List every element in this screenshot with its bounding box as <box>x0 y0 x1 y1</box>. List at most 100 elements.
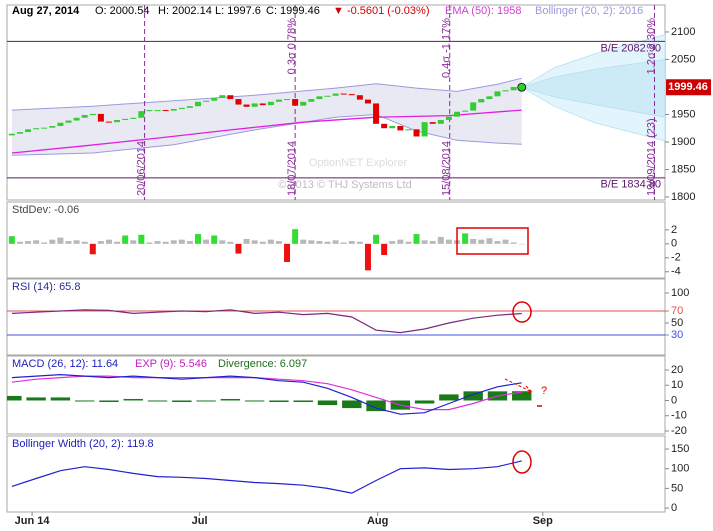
candle <box>453 111 460 117</box>
stddev-bar <box>227 241 234 244</box>
candle <box>211 97 218 101</box>
highlight-box <box>456 227 529 255</box>
candle <box>73 117 80 121</box>
y-tick-label: 0 <box>671 502 677 514</box>
break-even-label: B/E 2082.90 <box>600 42 661 54</box>
x-tick-label: Aug <box>367 515 388 527</box>
candle <box>340 93 347 95</box>
divergence-bar <box>147 400 168 402</box>
highlight-circle <box>512 301 532 323</box>
candle <box>275 99 282 102</box>
x-tick-label: Jun 14 <box>15 515 51 527</box>
projection-cone <box>520 59 665 118</box>
candle <box>122 118 129 120</box>
candle <box>178 107 185 109</box>
stddev-bar <box>162 241 169 244</box>
panel: MACD (26, 12): 11.64 EXP (9): 5.546 Diverg… <box>7 358 532 415</box>
candle <box>235 99 242 105</box>
last-price-box <box>666 79 711 96</box>
panel-title: RSI (14): 65.8 <box>12 281 80 293</box>
stddev-bar <box>478 239 485 244</box>
candle <box>292 99 299 106</box>
panel-title: Bollinger Width (20, 2): 119.8 <box>12 438 154 450</box>
x-tick-label: Jul <box>192 515 208 527</box>
divergence-bar <box>244 400 265 402</box>
candle <box>186 106 193 108</box>
y-tick-label: 2 <box>671 224 677 236</box>
stddev-bar <box>186 241 193 244</box>
divergence-bar <box>269 400 289 403</box>
candle <box>146 110 153 112</box>
candle <box>267 101 274 106</box>
candle <box>227 95 234 100</box>
divergence-bar <box>293 400 313 403</box>
signal-line <box>11 375 522 411</box>
stddev-bar <box>33 240 40 244</box>
candle <box>195 101 202 107</box>
candle <box>356 95 363 100</box>
divergence-bar <box>463 391 483 401</box>
stddev-bar <box>154 241 161 244</box>
stddev-bar <box>494 241 501 244</box>
stddev-bar <box>65 241 72 244</box>
stddev-bar <box>316 241 323 244</box>
candle <box>373 103 380 124</box>
y-tick-label: 1850 <box>671 163 695 175</box>
candle <box>97 113 104 122</box>
break-even-label: B/E 1834.80 <box>600 179 661 191</box>
stddev-bar <box>267 239 274 244</box>
y-tick-label: 30 <box>671 329 683 341</box>
candle <box>470 102 477 111</box>
stddev-bar <box>405 241 412 244</box>
y-tick-label: 1950 <box>671 108 695 120</box>
stddev-bar <box>397 239 404 244</box>
stddev-bar <box>437 236 444 244</box>
y-tick-label: 1900 <box>671 136 695 148</box>
y-tick-label: 150 <box>671 443 689 455</box>
indicator-line <box>11 309 522 334</box>
stddev-bar <box>518 243 525 245</box>
stddev-bar <box>502 239 509 244</box>
stddev-bar <box>300 239 307 244</box>
stddev-bar <box>130 240 137 244</box>
candle <box>316 96 323 100</box>
expiration-move: 0.3σ 0.78% <box>286 18 298 75</box>
stddev-bar <box>486 238 493 244</box>
panel-title: Divergence: 6.097 <box>218 358 307 370</box>
y-tick-label: 20 <box>671 364 683 376</box>
expiration-move: 0.4σ -1.17% <box>441 18 453 78</box>
candle <box>413 129 420 137</box>
stddev-bar <box>41 242 48 244</box>
y-tick-label: -4 <box>671 266 681 278</box>
divergence-bar <box>220 398 241 401</box>
stddev-bar <box>170 240 177 244</box>
divergence-bar <box>196 400 216 402</box>
candle <box>486 96 493 100</box>
candle <box>300 101 307 106</box>
expiration-date: 19/09/2014 (23) <box>645 118 657 196</box>
expiration-date: 18/07/2014 <box>286 141 298 196</box>
stddev-bar <box>445 239 452 244</box>
divergence-bar <box>26 397 46 401</box>
candle <box>130 117 137 119</box>
stddev-bar <box>373 234 380 244</box>
stddev-bar <box>243 238 250 244</box>
candle <box>114 119 121 123</box>
stddev-bar <box>114 241 121 244</box>
panel: B/E 2082.90 B/E 1834.80 OptionNET Explorer… <box>7 5 665 200</box>
candle <box>389 126 396 129</box>
candle <box>332 93 339 96</box>
panel: RSI (14): 65.8 <box>7 281 665 336</box>
stddev-bar <box>470 238 477 244</box>
header-item: Bollinger (20, 2): 2016 <box>535 5 643 17</box>
candle <box>138 111 145 118</box>
candle <box>49 126 56 128</box>
candle <box>203 100 210 102</box>
stddev-bar <box>275 241 282 244</box>
candle <box>8 133 15 136</box>
candle <box>284 99 291 101</box>
divergence-bar <box>317 400 338 406</box>
divergence-bar <box>512 391 532 401</box>
candle <box>162 110 169 112</box>
divergence-bar <box>123 398 143 401</box>
